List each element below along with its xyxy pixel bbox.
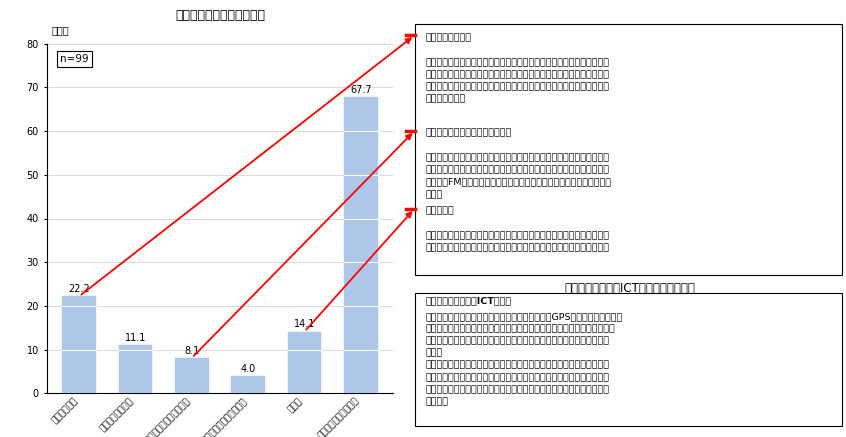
Text: ・集会所に、インターネット回線環境を整備してており、そこに健康チ
　ェック（医師、看護師と相談）ができるテレビ電話を入れてくれた。: ・集会所に、インターネット回線環境を整備してており、そこに健康チ ェック（医師、… [426, 231, 609, 253]
Text: 67.7: 67.7 [350, 85, 371, 95]
Text: ・市外の避難者に広報誌、災害等の参考・関係資料を束ねてメール便で
　月２回送付している。ホームページでも同じ情報を提供している。さ
　いがいFMとエリア限定放送: ・市外の避難者に広報誌、災害等の参考・関係資料を束ねてメール便で 月２回送付して… [426, 153, 611, 199]
Text: 【高齢者に望ましいICT環境】: 【高齢者に望ましいICT環境】 [426, 297, 511, 306]
Text: 4.0: 4.0 [240, 364, 255, 374]
Text: （％）: （％） [51, 25, 69, 35]
Bar [231, 376, 265, 393]
Bar [343, 97, 377, 393]
Text: 8.1: 8.1 [184, 346, 200, 356]
Text: 高齢者配慮の工夫と具体例: 高齢者配慮の工夫と具体例 [175, 9, 265, 22]
Bar [175, 358, 209, 393]
Text: 14.1: 14.1 [294, 319, 315, 329]
Text: 22.2: 22.2 [69, 284, 90, 294]
Text: ・高齢者でも扱えるワンタッチボタンのもので、GPS機能がついており、
「生きてます」ボタンを押して安否を報告できる携帯端末があればよい。
・デジタルサイネージの: ・高齢者でも扱えるワンタッチボタンのもので、GPS機能がついており、 「生きてま… [426, 312, 623, 406]
Text: 高齢者に望ましいICT環境に対する意見: 高齢者に望ましいICT環境に対する意見 [565, 282, 695, 295]
Text: 【その他】: 【その他】 [426, 206, 454, 215]
Bar [118, 345, 152, 393]
Bar [288, 332, 321, 393]
Bar [63, 296, 96, 393]
Text: n=99: n=99 [60, 54, 89, 64]
Text: 11.1: 11.1 [125, 333, 146, 343]
Text: 【紙による配布】: 【紙による配布】 [426, 33, 471, 42]
Text: ・高齢者の多い避難所では、必ず紙による情報の配布を行った。避難所
　には情報が入るが、個人で避難する人には全く情報が入らないという
　苦情がかなりあった。そうい: ・高齢者の多い避難所では、必ず紙による情報の配布を行った。避難所 には情報が入る… [426, 58, 609, 104]
Text: 【複数の手段を使った情報提供】: 【複数の手段を使った情報提供】 [426, 128, 512, 137]
